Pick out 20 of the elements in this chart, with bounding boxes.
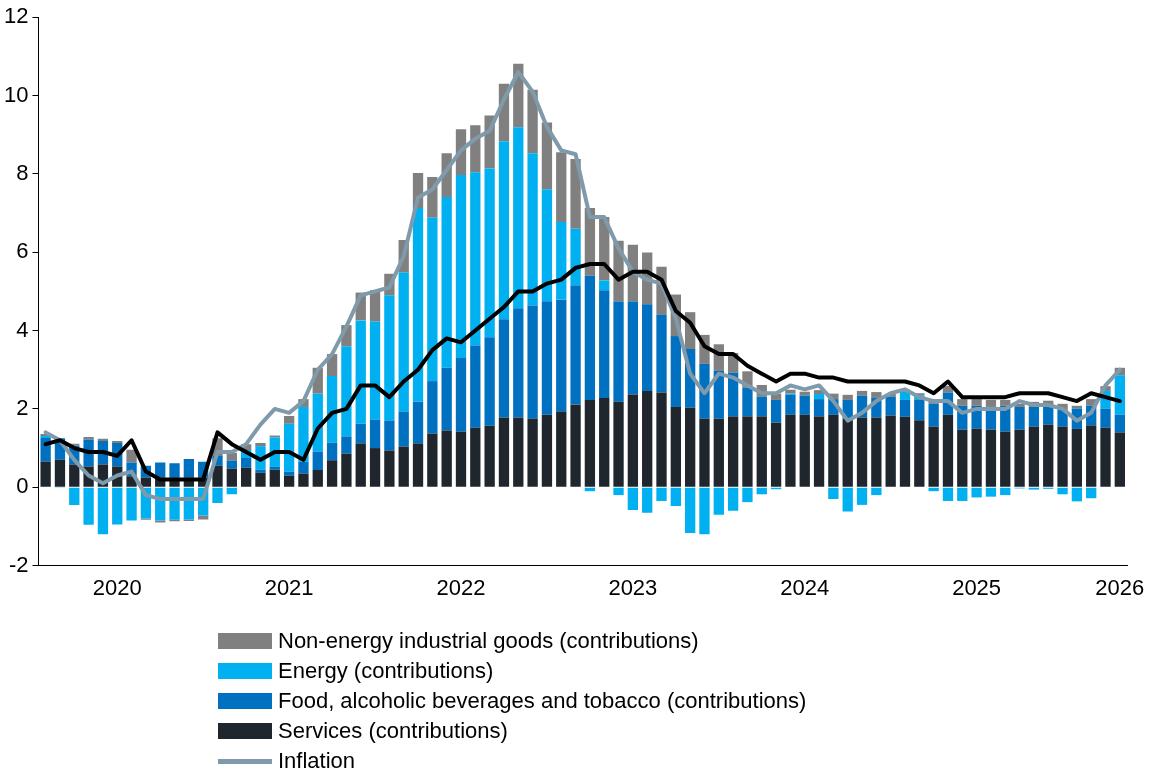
x-tick-label: 2021 [264,574,314,600]
x-tick-label: 2022 [436,574,486,600]
legend-label: Energy (contributions) [278,658,494,684]
x-tick-label: 2026 [1095,574,1145,600]
y-tick-label: 4 [16,316,29,342]
y-tick-label: 10 [3,81,29,107]
legend-label: Inflation [278,748,356,774]
y-tick-label: 2 [16,394,29,420]
y-tick-label: 12 [3,3,29,29]
x-tick-label: 2025 [952,574,1002,600]
y-tick-label: -2 [8,551,29,577]
legend-label: Services (contributions) [278,718,508,744]
legend-label: Food, alcoholic beverages and tobacco (contributions) [278,688,807,714]
legend-label: Non-energy industrial goods (contributions) [278,628,699,654]
y-tick-label: 0 [16,473,29,499]
x-tick-label: 2023 [608,574,658,600]
x-tick-label: 2020 [92,574,142,600]
x-tick-label: 2024 [780,574,830,600]
y-tick-label: 8 [16,159,29,185]
y-tick-label: 6 [16,238,29,264]
